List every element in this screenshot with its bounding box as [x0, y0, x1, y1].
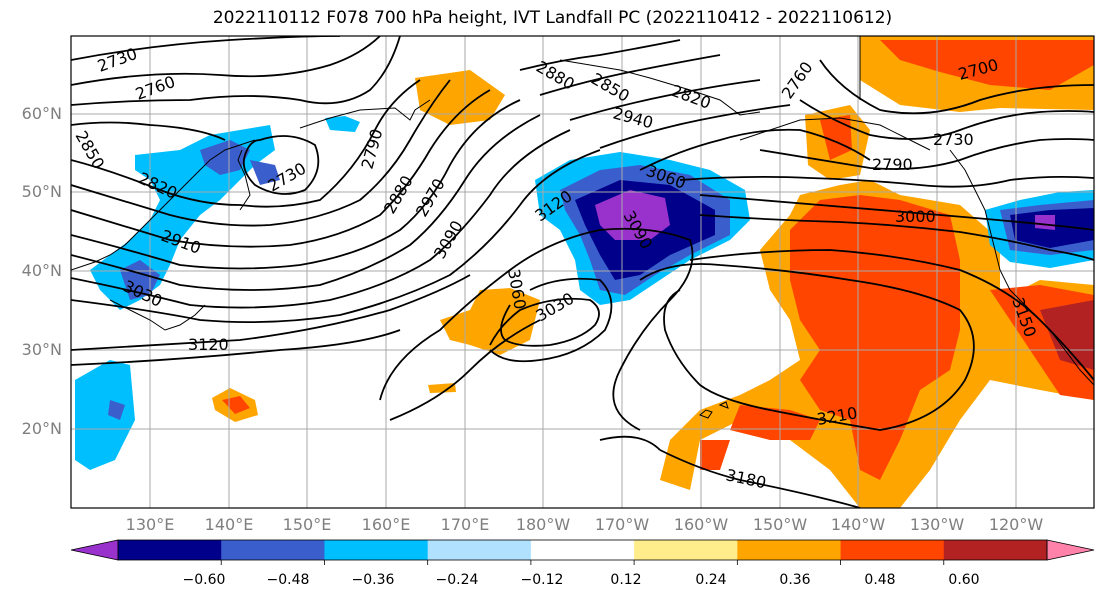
- colorbar-tick-label: 0.12: [610, 572, 642, 588]
- colorbar-bin: [737, 540, 842, 560]
- lat-label: 50°N: [21, 182, 62, 201]
- colorbar-tick-label: 0.60: [948, 572, 980, 588]
- lon-label: 180°W: [515, 515, 571, 534]
- colorbar-bin: [118, 540, 222, 560]
- map-plot-area: 2730 2760 2880 2850 2820 2760 2700 2850 …: [71, 36, 1094, 508]
- lon-label: 150°E: [282, 515, 332, 534]
- map-frame: [70, 35, 1095, 509]
- lon-label: 170°E: [440, 515, 490, 534]
- lat-label: 60°N: [21, 104, 62, 123]
- lon-label: 140°W: [830, 515, 886, 534]
- colorbar-tick-label: −0.12: [520, 572, 564, 588]
- colorbar: [70, 539, 1095, 565]
- lon-label: 160°E: [361, 515, 411, 534]
- colorbar-tick-label: −0.24: [435, 572, 479, 588]
- lat-lon-gridlines: [71, 36, 1094, 508]
- colorbar-tick-label: −0.60: [182, 572, 226, 588]
- contour-label: 3120: [188, 335, 229, 354]
- lon-label: 130°W: [909, 515, 965, 534]
- contour-label: 3000: [895, 207, 936, 226]
- colorbar-bin: [221, 540, 325, 560]
- colorbar-bin: [530, 540, 635, 560]
- lon-label: 170°W: [594, 515, 650, 534]
- lat-label: 20°N: [21, 419, 62, 438]
- colorbar-bin: [840, 540, 945, 560]
- colorbar-bin: [427, 540, 532, 560]
- colorbar-tick-label: 0.48: [864, 572, 896, 588]
- height-contours: [71, 36, 1094, 508]
- colorbar-bin: [634, 540, 738, 560]
- lon-label: 120°W: [988, 515, 1044, 534]
- contour-label: 2790: [872, 155, 913, 174]
- lon-label: 160°W: [673, 515, 729, 534]
- lon-label: 150°W: [752, 515, 808, 534]
- lon-label: 140°E: [204, 515, 254, 534]
- colorbar-extend-min: [70, 539, 119, 561]
- contour-label: 2730: [933, 130, 974, 149]
- map-title: 2022110112 F078 700 hPa height, IVT Land…: [212, 8, 893, 28]
- colorbar-bin: [943, 540, 1048, 560]
- lat-label: 40°N: [21, 261, 62, 280]
- lat-label: 30°N: [21, 340, 62, 359]
- colorbar-tick-label: −0.48: [266, 572, 310, 588]
- colorbar-tick-label: −0.36: [351, 572, 395, 588]
- colorbar-bin: [324, 540, 429, 560]
- colorbar-tick-label: 0.36: [779, 572, 811, 588]
- colorbar-tick-label: 0.24: [695, 572, 727, 588]
- colorbar-extend-max: [1046, 539, 1095, 561]
- lon-label: 130°E: [125, 515, 175, 534]
